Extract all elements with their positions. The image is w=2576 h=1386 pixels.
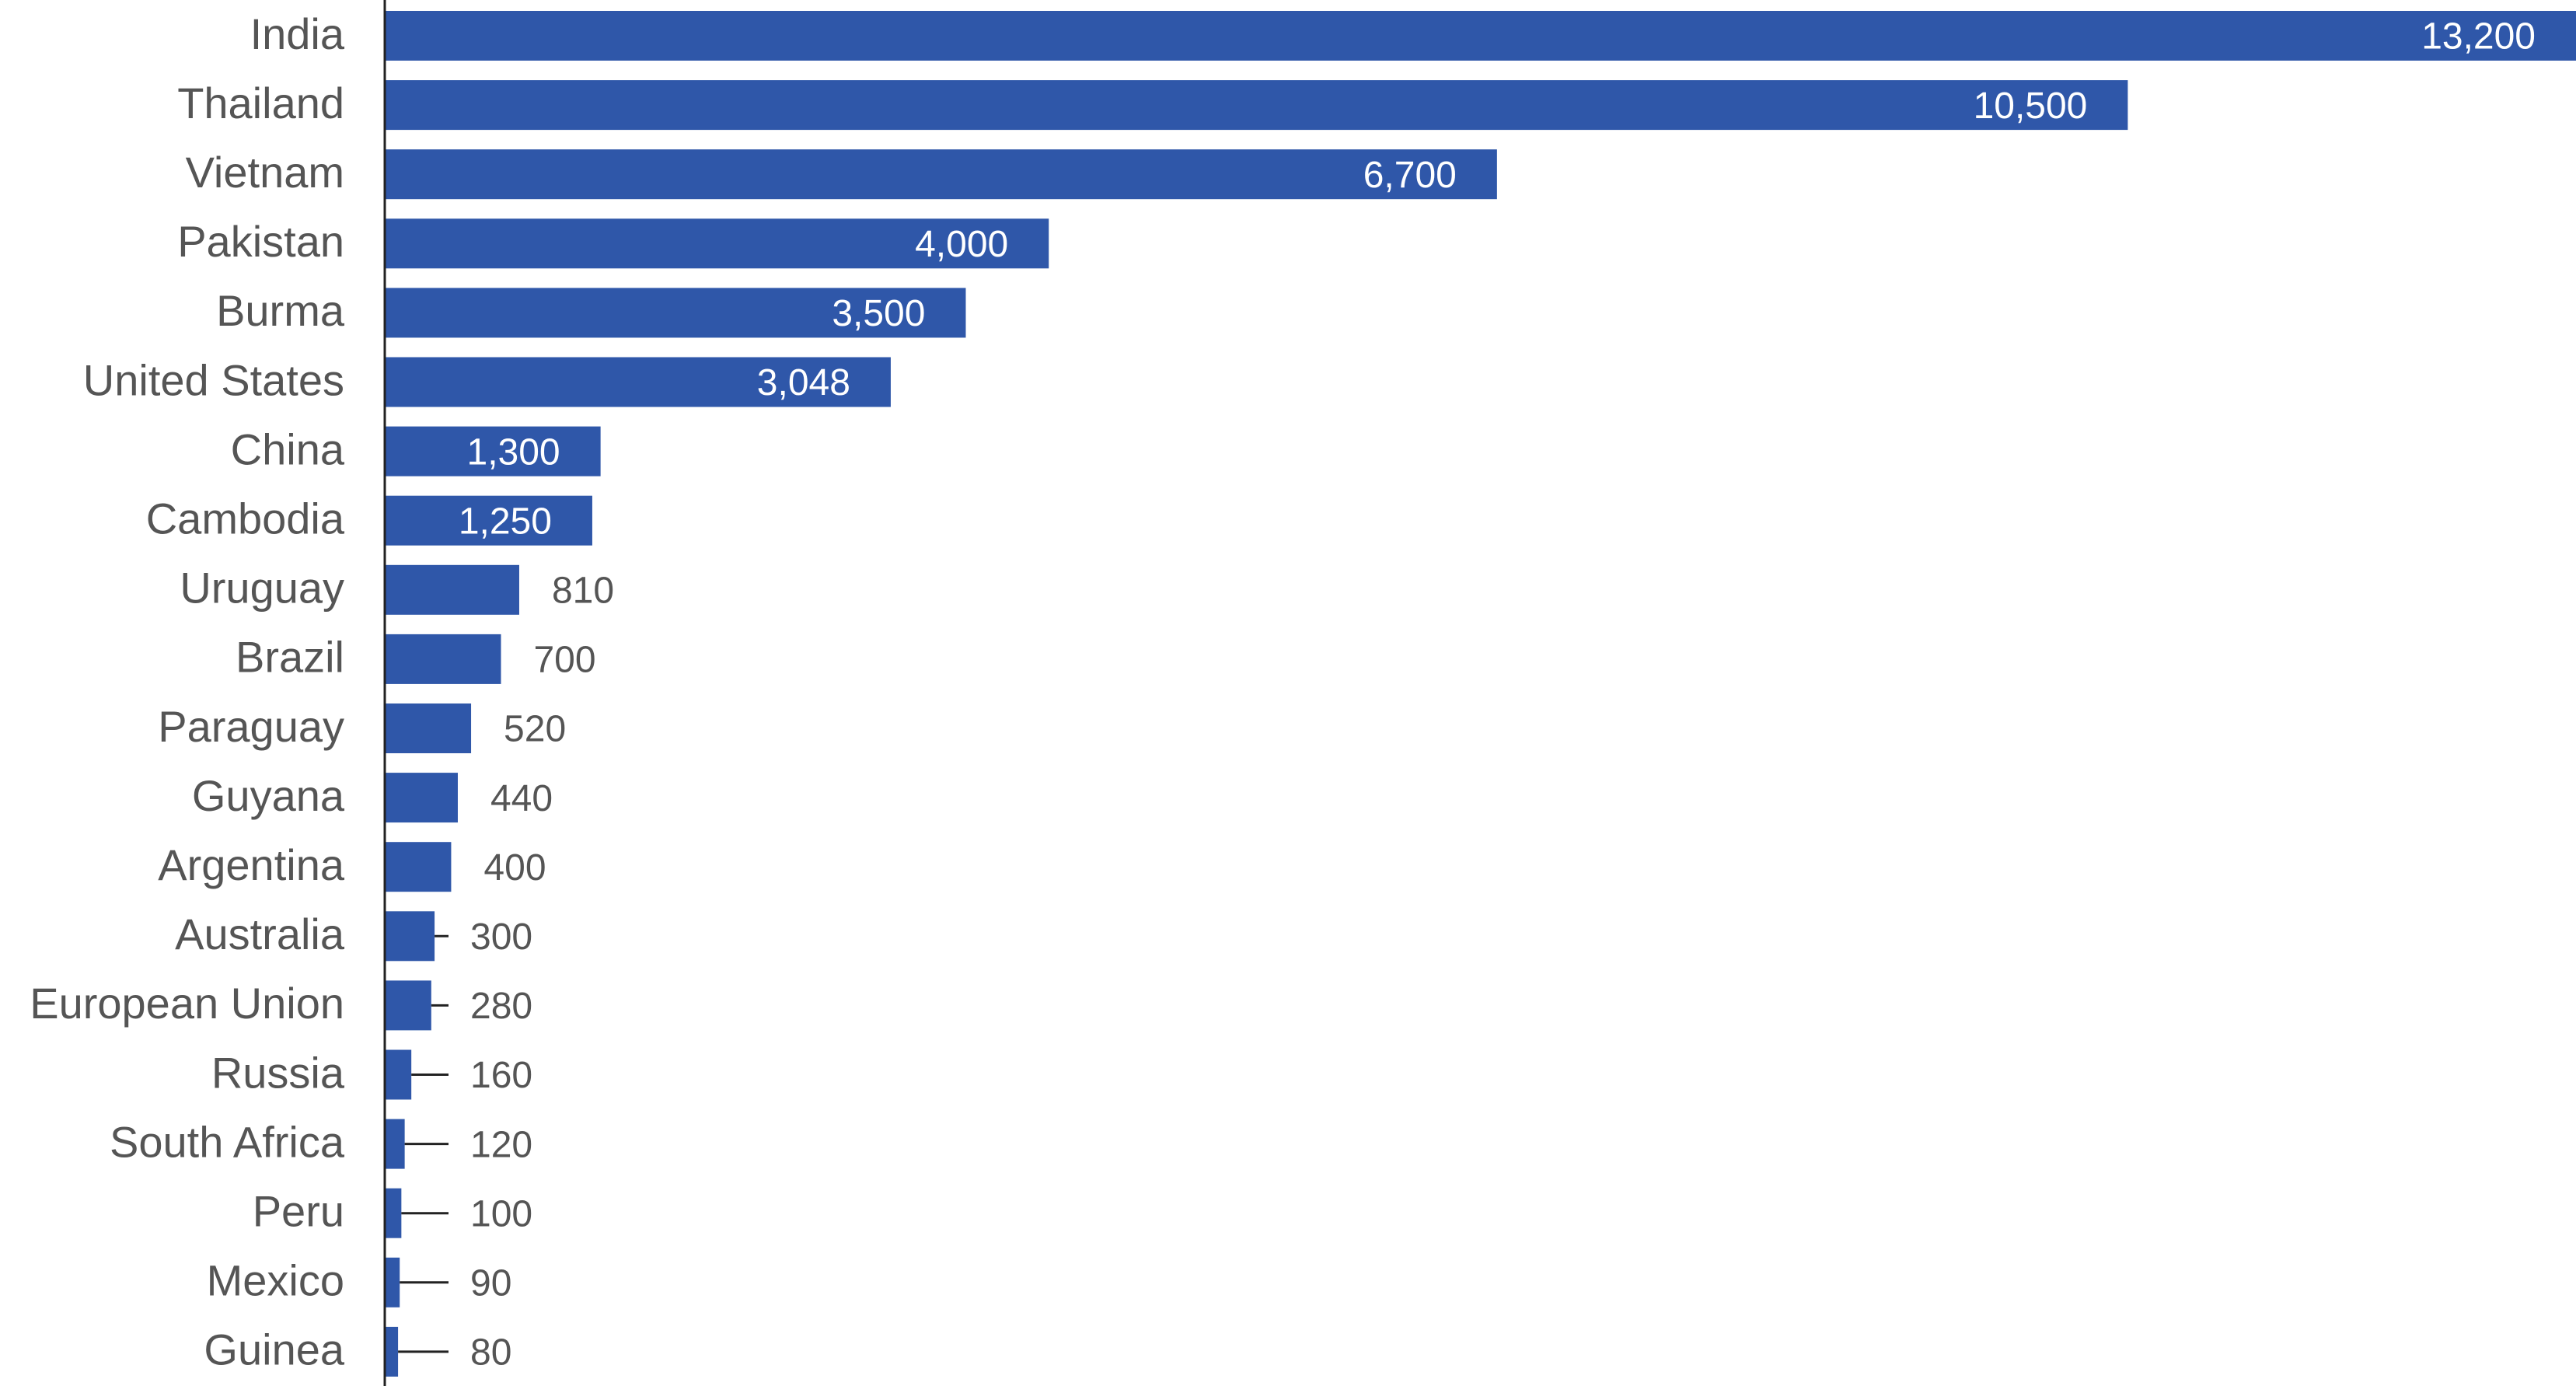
value-label-burma: 3,500 [832,293,925,334]
category-label-vietnam: Vietnam [186,148,344,197]
value-label-united-states: 3,048 [757,362,850,403]
category-label-cambodia: Cambodia [146,494,345,543]
category-label-australia: Australia [175,909,345,958]
category-label-russia: Russia [211,1048,345,1097]
value-label-cambodia: 1,250 [459,501,552,542]
bar-brazil [385,634,501,684]
value-label-uruguay: 810 [552,570,614,611]
bars-group [385,11,2576,1377]
category-label-european-union: European Union [30,979,344,1028]
bar-peru [385,1188,402,1238]
category-label-peru: Peru [253,1186,344,1235]
value-label-pakistan: 4,000 [915,224,1008,265]
bar-argentina [385,842,452,892]
value-label-mexico: 90 [470,1262,511,1304]
category-label-guyana: Guyana [192,771,345,820]
bar-australia [385,911,435,962]
value-label-european-union: 280 [470,986,532,1027]
bar-india [385,11,2576,61]
value-label-russia: 160 [470,1055,532,1096]
bar-burma [385,288,966,338]
category-labels-group: India Thailand Vietnam Pakistan Burma United … [30,9,345,1374]
bar-cambodia [385,495,592,546]
bar-guyana [385,773,458,823]
value-label-china: 1,300 [467,431,560,473]
category-label-united-states: United States [83,355,344,404]
bar-russia [385,1049,412,1100]
bar-guinea [385,1326,399,1377]
value-labels-group: 13,200 10,500 6,700 4,000 3,500 3,048 1,300 1,2… [459,16,2536,1374]
bar-pakistan [385,218,1049,269]
value-label-argentina: 400 [483,847,546,889]
category-label-mexico: Mexico [207,1256,344,1305]
value-label-paraguay: 520 [504,709,566,750]
category-label-uruguay: Uruguay [180,564,344,613]
bar-south-africa [385,1119,405,1169]
bar-china [385,426,601,477]
value-label-guinea: 80 [470,1332,511,1374]
bar-paraguay [385,703,472,753]
value-label-india: 13,200 [2421,16,2536,58]
value-label-vietnam: 6,700 [1363,155,1457,196]
bar-mexico [385,1257,400,1307]
category-label-burma: Burma [216,286,345,335]
category-label-brazil: Brazil [236,633,344,682]
bar-uruguay [385,564,519,615]
category-label-paraguay: Paraguay [158,702,344,751]
category-label-india: India [250,9,345,58]
value-label-thailand: 10,500 [1974,86,2088,127]
bar-vietnam [385,149,1497,200]
category-label-guinea: Guinea [204,1325,344,1374]
category-label-china: China [231,424,345,473]
category-label-argentina: Argentina [158,840,345,889]
bar-united-states [385,357,891,407]
value-label-australia: 300 [470,916,532,958]
value-label-brazil: 700 [533,640,595,681]
category-label-pakistan: Pakistan [177,217,344,266]
value-label-south-africa: 120 [470,1124,532,1165]
value-label-peru: 100 [470,1193,532,1234]
category-label-thailand: Thailand [177,79,344,127]
bar-thailand [385,80,2128,131]
value-label-guyana: 440 [490,778,553,819]
bar-european-union [385,980,431,1031]
category-label-south-africa: South Africa [110,1117,345,1166]
